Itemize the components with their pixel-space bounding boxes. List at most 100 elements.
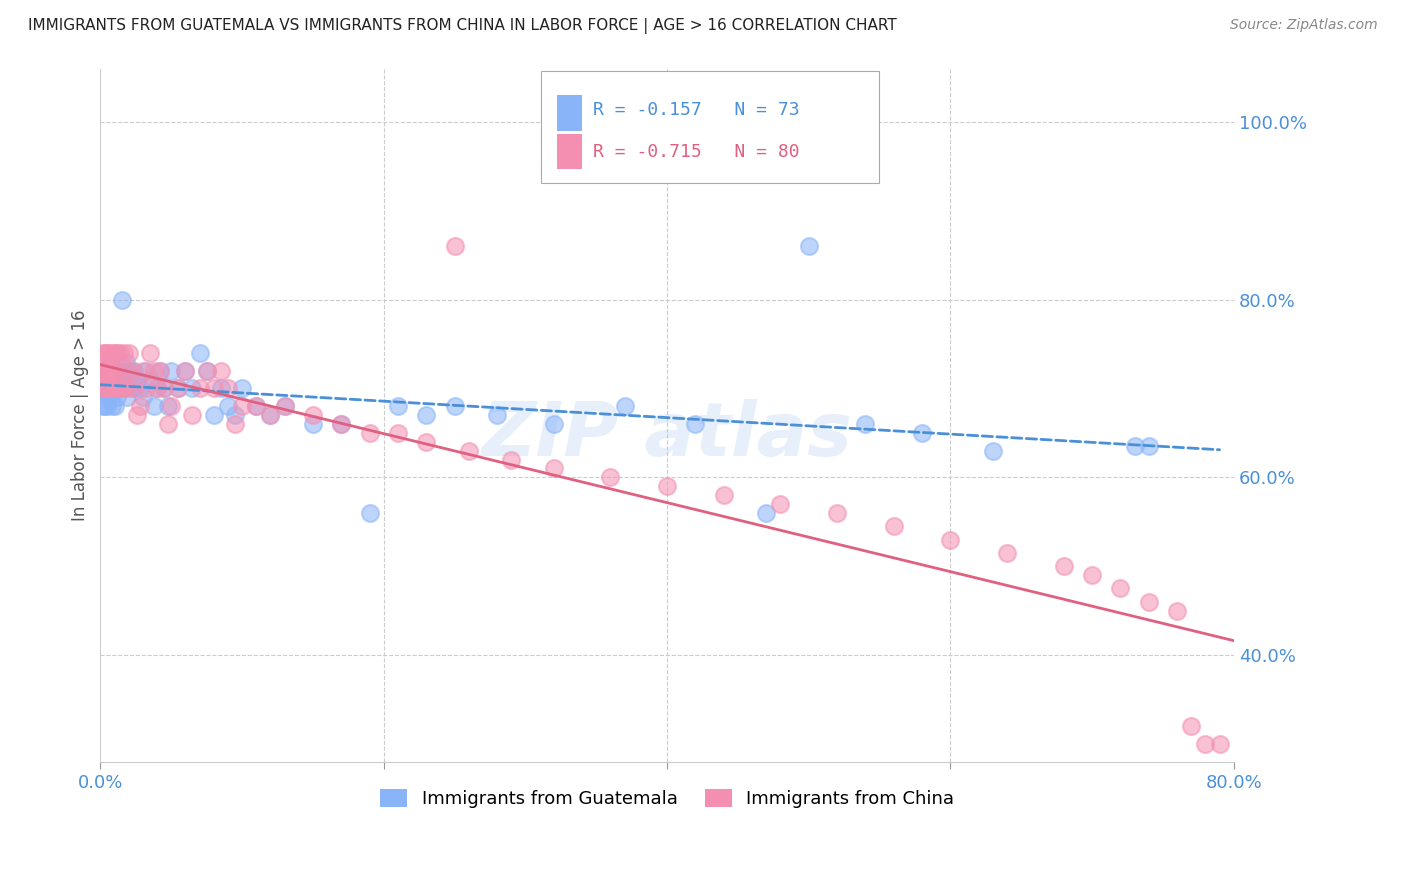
Point bbox=[501, 452, 523, 467]
Point bbox=[104, 382, 127, 396]
Point bbox=[127, 373, 149, 387]
Point bbox=[105, 364, 128, 378]
Point bbox=[755, 506, 778, 520]
Point bbox=[96, 364, 118, 378]
Point bbox=[1123, 439, 1146, 453]
Point bbox=[124, 364, 146, 378]
Point bbox=[1137, 439, 1160, 453]
Point bbox=[110, 293, 132, 307]
Point bbox=[1053, 559, 1076, 574]
Point bbox=[146, 382, 169, 396]
Point bbox=[100, 364, 122, 378]
Point bbox=[160, 364, 183, 378]
Point bbox=[939, 533, 962, 547]
Point bbox=[96, 364, 118, 378]
Point bbox=[330, 417, 353, 431]
Point bbox=[124, 382, 146, 396]
Point bbox=[149, 364, 172, 378]
Point bbox=[224, 408, 246, 422]
Point bbox=[103, 346, 125, 360]
Point bbox=[132, 390, 155, 404]
Point bbox=[1194, 737, 1216, 751]
Point bbox=[93, 346, 115, 360]
Point bbox=[104, 382, 127, 396]
Point bbox=[105, 390, 128, 404]
Point bbox=[174, 364, 197, 378]
Point bbox=[195, 364, 218, 378]
Point bbox=[1166, 604, 1188, 618]
Y-axis label: In Labor Force | Age > 16: In Labor Force | Age > 16 bbox=[72, 310, 89, 521]
Point bbox=[93, 382, 115, 396]
Point bbox=[118, 364, 141, 378]
Point bbox=[121, 382, 143, 396]
Point bbox=[135, 364, 157, 378]
Point bbox=[115, 364, 138, 378]
Point bbox=[105, 346, 128, 360]
Point bbox=[157, 399, 180, 413]
Point bbox=[855, 417, 877, 431]
Point bbox=[132, 364, 155, 378]
Point bbox=[94, 364, 117, 378]
Point bbox=[98, 364, 121, 378]
Point bbox=[330, 417, 353, 431]
Point bbox=[217, 399, 239, 413]
Point bbox=[91, 382, 114, 396]
Point bbox=[685, 417, 707, 431]
Point bbox=[100, 399, 122, 413]
Point bbox=[825, 506, 848, 520]
Point bbox=[1109, 582, 1132, 596]
Point bbox=[90, 364, 112, 378]
Point bbox=[415, 434, 437, 449]
Point bbox=[114, 382, 136, 396]
Point bbox=[101, 382, 124, 396]
Point bbox=[181, 382, 204, 396]
Point bbox=[114, 346, 136, 360]
Point bbox=[188, 382, 211, 396]
Point bbox=[797, 239, 820, 253]
Point bbox=[153, 382, 176, 396]
Point bbox=[174, 364, 197, 378]
Point bbox=[181, 408, 204, 422]
Point bbox=[302, 408, 325, 422]
Point bbox=[1137, 595, 1160, 609]
Point bbox=[143, 364, 166, 378]
Point bbox=[259, 408, 281, 422]
Point bbox=[543, 417, 565, 431]
Point bbox=[100, 364, 122, 378]
Point bbox=[103, 399, 125, 413]
Point bbox=[118, 346, 141, 360]
Point bbox=[359, 506, 381, 520]
Point bbox=[108, 382, 131, 396]
Point bbox=[93, 382, 115, 396]
Point bbox=[457, 443, 479, 458]
Point bbox=[107, 373, 129, 387]
Point bbox=[111, 382, 134, 396]
Point bbox=[139, 373, 162, 387]
Text: R = -0.157   N = 73: R = -0.157 N = 73 bbox=[593, 101, 800, 119]
Point bbox=[93, 364, 115, 378]
Point bbox=[486, 408, 509, 422]
Point bbox=[231, 399, 253, 413]
Point bbox=[115, 355, 138, 369]
Point bbox=[231, 382, 253, 396]
Point bbox=[121, 364, 143, 378]
Point bbox=[93, 364, 115, 378]
Point bbox=[245, 399, 267, 413]
Point bbox=[387, 399, 409, 413]
Point bbox=[129, 382, 152, 396]
Point bbox=[91, 399, 114, 413]
Point bbox=[97, 382, 120, 396]
Point bbox=[157, 417, 180, 431]
Point bbox=[98, 355, 121, 369]
Point bbox=[98, 382, 121, 396]
Point bbox=[90, 382, 112, 396]
Point bbox=[94, 382, 117, 396]
Point bbox=[613, 399, 636, 413]
Point bbox=[202, 382, 225, 396]
Point bbox=[359, 425, 381, 440]
Point bbox=[195, 364, 218, 378]
Point bbox=[302, 417, 325, 431]
Point bbox=[224, 417, 246, 431]
Point bbox=[167, 382, 190, 396]
Point bbox=[217, 382, 239, 396]
